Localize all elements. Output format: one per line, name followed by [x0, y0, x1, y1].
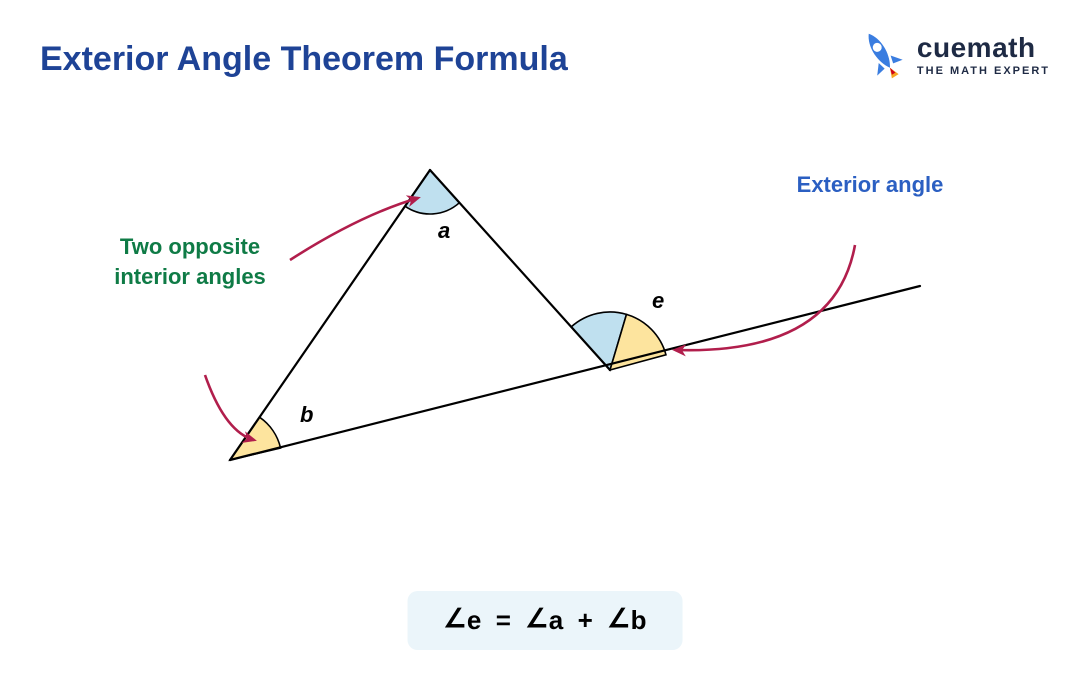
angle-symbol: ∠ [525, 603, 548, 634]
interior-angles-label: Two opposite interior angles [110, 232, 270, 291]
logo-tagline: THE MATH EXPERT [917, 66, 1050, 77]
exterior-angle-label: Exterior angle [790, 170, 950, 200]
page-title: Exterior Angle Theorem Formula [40, 40, 568, 79]
angle-b-label: b [300, 402, 313, 428]
arrow-to-a [290, 198, 418, 260]
brand-logo: cuemath THE MATH EXPERT [857, 28, 1050, 82]
angle-symbol: ∠ [607, 603, 630, 634]
triangle-diagram [0, 140, 1090, 560]
rocket-icon [857, 28, 907, 82]
arrow-to-b [205, 375, 254, 440]
formula-rhs2: b [631, 605, 647, 635]
arrow-to-e [675, 245, 855, 350]
formula-rhs1: a [549, 605, 563, 635]
diagram: Two opposite interior angles Exterior an… [0, 140, 1090, 560]
angle-symbol: ∠ [444, 603, 467, 634]
formula: ∠e = ∠a + ∠b [408, 591, 683, 650]
logo-brand: cuemath [917, 34, 1050, 62]
angle-a-label: a [438, 218, 450, 244]
angle-e-label: e [652, 288, 664, 314]
formula-lhs: e [467, 605, 481, 635]
